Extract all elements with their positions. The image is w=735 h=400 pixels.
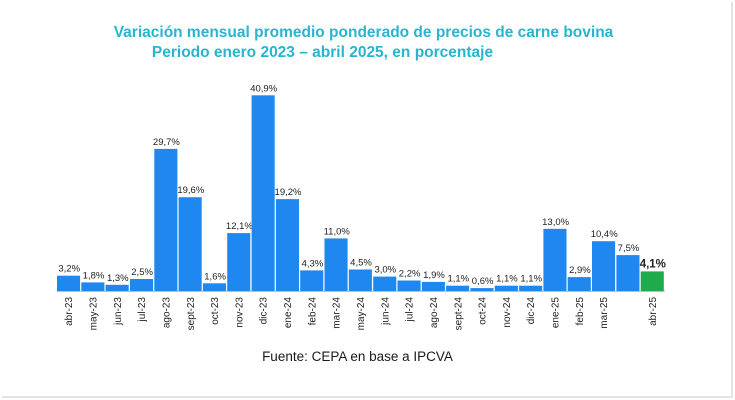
bar <box>81 282 105 291</box>
data-label: 10,4% <box>591 229 618 240</box>
bar <box>251 95 275 291</box>
bar <box>616 255 640 291</box>
data-label: 4,1% <box>640 258 666 270</box>
data-label: 1,1% <box>520 274 542 285</box>
x-tick-label: ene-24 <box>283 297 294 329</box>
x-tick-label: abr-25 <box>648 297 659 326</box>
x-tick-label: dic-23 <box>259 297 270 325</box>
x-tick-label: jul-23 <box>137 297 148 323</box>
x-tick-label: mar-25 <box>599 297 610 329</box>
x-tick-label: nov-24 <box>502 297 513 328</box>
data-label: 3,0% <box>374 265 396 276</box>
bar <box>202 283 226 291</box>
data-label: 13,0% <box>542 217 569 228</box>
x-tick-label: feb-25 <box>575 297 586 326</box>
data-label: 1,1% <box>447 274 469 285</box>
data-label: 1,8% <box>83 270 105 281</box>
data-label: 1,6% <box>204 271 226 282</box>
x-tick-label: sept-24 <box>453 297 464 331</box>
x-tick-label: feb-24 <box>307 297 318 326</box>
data-label: 29,7% <box>153 137 180 148</box>
x-tick-label: oct-24 <box>478 297 489 325</box>
bar <box>130 279 154 291</box>
data-label: 1,9% <box>423 270 445 281</box>
bar <box>519 285 543 291</box>
bar <box>470 288 494 291</box>
chart-source: Fuente: CEPA en base a IPCVA <box>262 349 453 364</box>
data-label: 40,9% <box>250 83 277 94</box>
bar <box>57 275 81 291</box>
x-tick-label: dic-24 <box>526 297 537 325</box>
data-label: 2,5% <box>131 267 153 278</box>
data-label: 4,3% <box>302 258 324 269</box>
bar <box>421 281 445 291</box>
x-tick-label: ene-25 <box>551 297 562 329</box>
bar <box>446 285 470 291</box>
data-label: 1,1% <box>496 274 518 285</box>
data-label: 2,9% <box>569 265 591 276</box>
x-tick-label: sept-23 <box>186 297 197 331</box>
x-tick-label: ago-24 <box>429 297 440 329</box>
bar <box>154 148 178 291</box>
chart-subtitle: Periodo enero 2023 – abril 2025, en porc… <box>151 44 494 61</box>
data-label: 19,2% <box>275 187 302 198</box>
bar <box>397 280 421 291</box>
x-tick-label: nov-23 <box>234 297 245 328</box>
bar <box>373 276 397 291</box>
data-label: 12,1% <box>226 221 253 232</box>
bar <box>494 285 518 291</box>
bar <box>300 270 324 291</box>
x-tick-label: jul-24 <box>405 297 416 323</box>
x-tick-label: may-24 <box>356 297 367 331</box>
bar <box>543 228 567 291</box>
x-tick-label: jun-24 <box>380 297 391 326</box>
data-label: 1,3% <box>107 273 129 284</box>
x-tick-label: mar-24 <box>332 297 343 329</box>
data-label: 11,0% <box>324 226 351 237</box>
bar <box>105 284 129 291</box>
data-label: 3,2% <box>58 264 80 275</box>
bar <box>640 271 664 291</box>
bar <box>275 199 299 291</box>
bar <box>178 197 202 291</box>
bar <box>324 238 348 291</box>
data-label: 19,6% <box>177 185 204 196</box>
bar <box>567 277 591 291</box>
data-label: 0,6% <box>472 276 494 287</box>
x-tick-label: jun-23 <box>113 297 124 326</box>
x-tick-label: oct-23 <box>210 297 221 325</box>
data-label: 4,5% <box>350 258 372 269</box>
x-tick-label: may-23 <box>89 297 100 331</box>
x-tick-label: abr-23 <box>64 297 75 326</box>
data-label: 2,2% <box>399 269 421 280</box>
x-tick-label: ago-23 <box>161 297 172 329</box>
bar <box>348 269 372 291</box>
bar <box>227 233 251 291</box>
data-label: 7,5% <box>618 243 640 254</box>
chart-title: Variación mensual promedio ponderado de … <box>113 24 614 41</box>
bar <box>592 241 616 291</box>
